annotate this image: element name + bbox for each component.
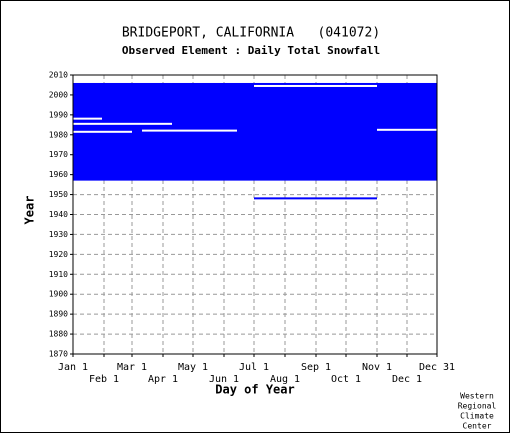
x-tick-label: Nov 1 [362,362,392,373]
x-tick-label: Jul 1 [239,362,269,373]
missing-block [254,84,377,87]
y-tick-label: 1880 [49,330,68,339]
missing-block [73,122,172,125]
plot-border [72,74,438,355]
credit: Regional [458,402,497,411]
data-block [254,197,377,200]
x-axis-label: Day of Year [215,383,294,397]
missing-block [377,128,437,131]
y-tick-label: 1890 [49,310,68,319]
y-tick-label: 1970 [49,150,68,159]
y-tick-label: 1900 [49,290,68,299]
y-tick-label: 2000 [49,90,68,99]
x-tick-label: Feb 1 [89,374,119,385]
x-tick-label: May 1 [178,362,208,373]
missing-block [142,129,237,132]
credit: Climate [460,412,494,421]
x-tick-label: Oct 1 [331,374,361,385]
y-axis-label: Year [23,196,37,225]
credit: Western [460,392,494,401]
y-tick-label: 1990 [49,110,68,119]
chart-subtitle: Observed Element : Daily Total Snowfall [122,44,380,57]
missing-block [73,130,132,133]
y-tick-label: 1980 [49,130,68,139]
y-tick-label: 1870 [49,350,68,359]
y-tick-label: 1960 [49,170,68,179]
x-tick-label: Mar 1 [117,362,147,373]
chart-title: BRIDGEPORT, CALIFORNIA (041072) [122,26,380,41]
missing-block [73,117,102,120]
x-tick-label: Dec 1 [392,374,422,385]
credit: Center [463,422,492,431]
y-tick-label: 2010 [49,71,68,80]
x-tick-label: Dec 31 [419,362,455,373]
x-tick-label: Apr 1 [148,374,178,385]
x-tick-label: Jun 1 [209,374,239,385]
y-tick-label: 1940 [49,210,68,219]
x-tick-label: Jan 1 [58,362,88,373]
x-tick-label: Aug 1 [270,374,300,385]
y-tick-label: 1920 [49,250,68,259]
y-tick-label: 1950 [49,190,68,199]
y-tick-label: 1930 [49,230,68,239]
data-block [73,82,437,181]
y-tick-label: 1910 [49,270,68,279]
x-tick-label: Sep 1 [301,362,331,373]
